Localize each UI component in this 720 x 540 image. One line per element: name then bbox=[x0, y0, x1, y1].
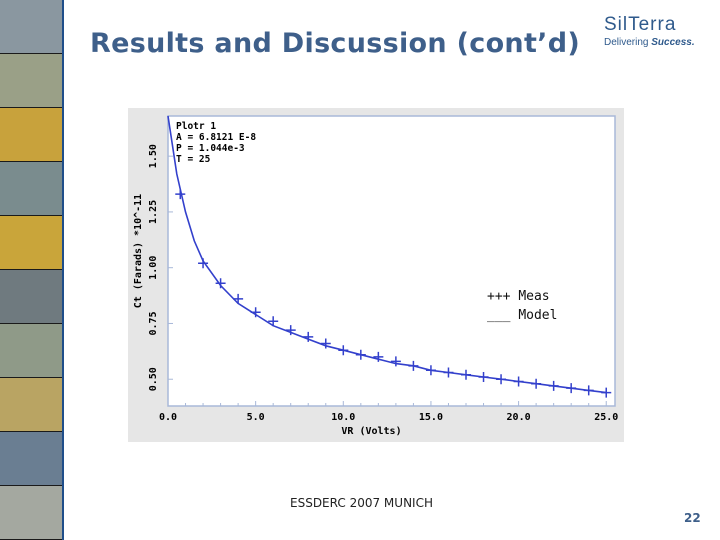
data-point-meas bbox=[443, 367, 454, 378]
x-tick-label: 5.0 bbox=[247, 412, 265, 423]
data-point-meas bbox=[531, 378, 542, 389]
y-tick-label: 1.50 bbox=[148, 144, 159, 168]
legend-meas-label: Meas bbox=[518, 289, 550, 304]
data-point-meas bbox=[233, 293, 244, 304]
data-point-meas bbox=[303, 331, 314, 342]
photo-tile bbox=[0, 378, 62, 432]
plot-annotation: T = 25 bbox=[176, 154, 211, 165]
data-point-meas bbox=[320, 338, 331, 349]
x-tick-label: 25.0 bbox=[594, 412, 618, 423]
data-point-meas bbox=[250, 307, 261, 318]
data-point-meas bbox=[373, 351, 384, 362]
y-axis-label: Ct (Farads) *10^-11 bbox=[133, 194, 144, 308]
x-tick-label: 0.0 bbox=[159, 412, 177, 423]
legend-meas: +++ Meas bbox=[487, 287, 557, 306]
photo-tile bbox=[0, 108, 62, 162]
data-point-meas bbox=[548, 380, 559, 391]
data-point-meas bbox=[355, 349, 366, 360]
chart-panel: 0.0 5.0 10.0 15.0 20.0 25.0 0.50 0.75 1.00 1.25 1.… bbox=[128, 108, 624, 442]
logo-tagline-prefix: Delivering bbox=[604, 37, 649, 48]
photo-strip bbox=[0, 0, 62, 540]
data-point-meas bbox=[215, 278, 226, 289]
legend-model-label: Model bbox=[518, 308, 558, 323]
y-tick-label: 0.75 bbox=[148, 311, 159, 335]
legend-model: ___ Model bbox=[487, 306, 557, 325]
data-point-meas bbox=[338, 345, 349, 356]
data-point-meas bbox=[285, 325, 296, 336]
plot-annotation: P = 1.044e-3 bbox=[176, 143, 245, 154]
legend-meas-marker: +++ bbox=[487, 289, 511, 304]
photo-strip-edge bbox=[62, 0, 64, 540]
data-point-meas bbox=[461, 369, 471, 380]
footer-conference: ESSDERC 2007 MUNICH bbox=[290, 496, 433, 510]
chart-svg: 0.0 5.0 10.0 15.0 20.0 25.0 0.50 0.75 1.00 1.25 1.… bbox=[133, 115, 618, 437]
plot-area bbox=[167, 115, 616, 407]
data-point-meas bbox=[601, 387, 612, 398]
data-point-meas bbox=[268, 316, 279, 327]
y-tick-label: 1.00 bbox=[148, 256, 159, 280]
x-tick-label: 20.0 bbox=[507, 412, 531, 423]
logo-tagline: Delivering Success. bbox=[604, 37, 716, 48]
photo-tile bbox=[0, 0, 62, 54]
photo-tile bbox=[0, 162, 62, 216]
photo-tile bbox=[0, 216, 62, 270]
data-point-meas bbox=[390, 356, 401, 367]
x-axis-label: VR (Volts) bbox=[341, 426, 401, 437]
data-point-meas bbox=[513, 376, 524, 387]
photo-tile bbox=[0, 54, 62, 108]
silterra-logo: SilTerra Delivering Success. bbox=[604, 14, 716, 54]
photo-tile bbox=[0, 486, 62, 540]
plot-annotation: Plotr 1 bbox=[176, 121, 216, 132]
data-point-meas bbox=[198, 258, 209, 269]
logo-wordmark: SilTerra bbox=[604, 14, 677, 35]
x-tick-label: 10.0 bbox=[331, 412, 355, 423]
photo-tile bbox=[0, 324, 62, 378]
photo-tile bbox=[0, 432, 62, 486]
page-number: 22 bbox=[684, 511, 701, 525]
y-tick-label: 1.25 bbox=[148, 200, 159, 224]
data-point-meas bbox=[425, 365, 436, 376]
data-point-meas bbox=[496, 374, 507, 385]
slide-title: Results and Discussion (cont’d) bbox=[90, 28, 580, 59]
data-point-meas bbox=[175, 189, 186, 200]
chart-legend: +++ Meas ___ Model bbox=[487, 287, 557, 325]
plot-annotation: A = 6.8121 E-8 bbox=[176, 132, 256, 143]
x-tick-label: 15.0 bbox=[419, 412, 443, 423]
logo-tagline-accent: Success. bbox=[651, 37, 695, 48]
data-point-meas bbox=[408, 360, 419, 371]
data-point-meas bbox=[566, 383, 577, 394]
legend-model-marker: ___ bbox=[487, 308, 511, 323]
data-point-meas bbox=[583, 385, 594, 396]
series-line-model bbox=[167, 115, 607, 394]
data-point-meas bbox=[478, 372, 489, 382]
y-tick-label: 0.50 bbox=[148, 367, 159, 391]
photo-tile bbox=[0, 270, 62, 324]
